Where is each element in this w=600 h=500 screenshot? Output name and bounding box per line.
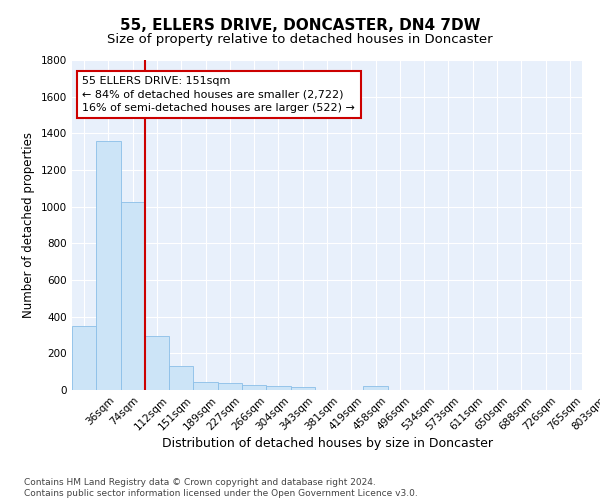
Text: Contains HM Land Registry data © Crown copyright and database right 2024.
Contai: Contains HM Land Registry data © Crown c… [24,478,418,498]
Y-axis label: Number of detached properties: Number of detached properties [22,132,35,318]
Text: Size of property relative to detached houses in Doncaster: Size of property relative to detached ho… [107,32,493,46]
Bar [290,387,315,390]
Bar [266,386,290,390]
Text: 55, ELLERS DRIVE, DONCASTER, DN4 7DW: 55, ELLERS DRIVE, DONCASTER, DN4 7DW [120,18,480,32]
Text: 55 ELLERS DRIVE: 151sqm
← 84% of detached houses are smaller (2,722)
16% of semi: 55 ELLERS DRIVE: 151sqm ← 84% of detache… [82,76,355,113]
Bar [96,140,121,390]
Bar [218,383,242,390]
Bar [145,336,169,390]
Bar [242,384,266,390]
Bar [121,202,145,390]
Bar [169,366,193,390]
X-axis label: Distribution of detached houses by size in Doncaster: Distribution of detached houses by size … [161,438,493,450]
Bar [193,382,218,390]
Bar [364,386,388,390]
Bar [72,326,96,390]
